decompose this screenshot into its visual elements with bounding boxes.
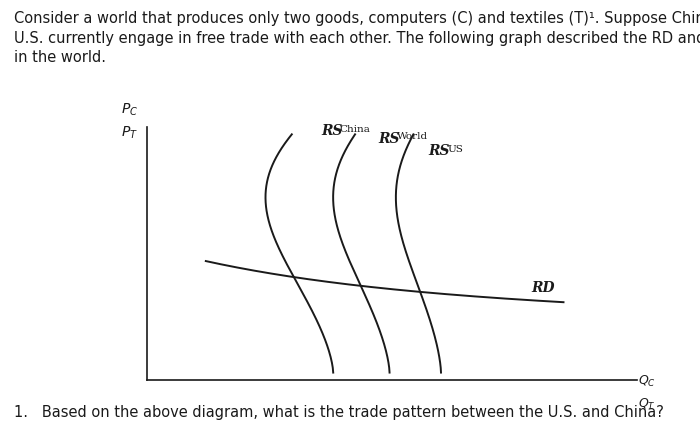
Text: $Q_C$: $Q_C$ [638,374,656,389]
Text: $Q_T$: $Q_T$ [638,397,656,412]
Text: $P_T$: $P_T$ [121,124,139,141]
Text: 1.   Based on the above diagram, what is the trade pattern between the U.S. and : 1. Based on the above diagram, what is t… [14,405,664,420]
Text: U.S. currently engage in free trade with each other. The following graph describ: U.S. currently engage in free trade with… [14,31,700,45]
Text: World: World [397,132,428,142]
Text: Consider a world that produces only two goods, computers (C) and textiles (T)¹. : Consider a world that produces only two … [14,11,700,26]
Text: RS: RS [321,124,342,138]
Text: RS: RS [378,132,400,146]
Text: RD: RD [532,281,555,295]
Text: $P_C$: $P_C$ [121,101,139,118]
Text: China: China [340,125,370,134]
Text: RS: RS [428,144,450,159]
Text: in the world.: in the world. [14,50,106,65]
Text: US: US [447,145,463,154]
